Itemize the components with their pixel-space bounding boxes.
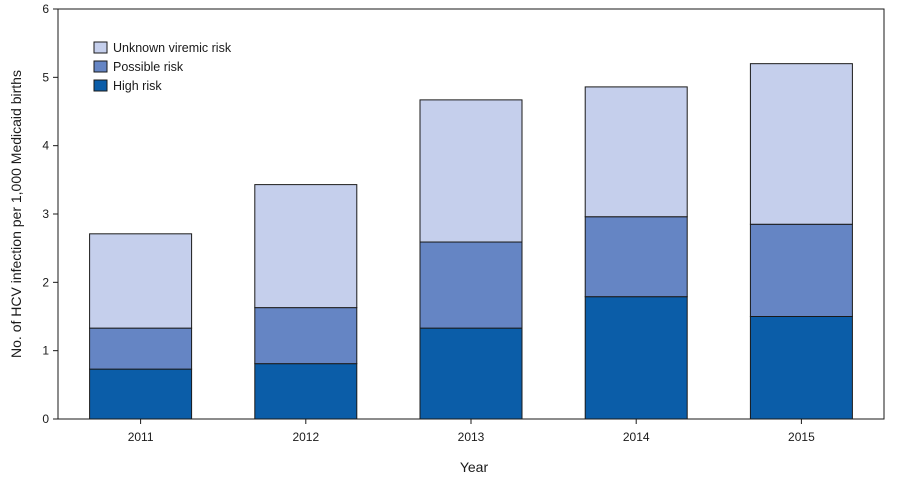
bar-segment-high-risk-2011: [89, 368, 193, 420]
legend-swatch-possible-risk: [93, 60, 108, 73]
x-tick-label-2015: 2015: [788, 430, 815, 444]
bar-segment-possible-risk-2014: [584, 216, 688, 298]
x-axis: 2011 2012 2013 2014 2015: [128, 419, 815, 444]
legend-swatch-high-risk: [93, 79, 108, 92]
bar-segment-unknown-viremic-risk-2013: [419, 99, 523, 243]
x-tick-label-2014: 2014: [623, 430, 650, 444]
bar-segment-possible-risk-2012: [254, 307, 358, 365]
bar-segment-possible-risk-2013: [419, 241, 523, 329]
y-tick-label: 5: [42, 70, 49, 84]
bar-segment-high-risk-2015: [749, 316, 853, 420]
legend-label-unknown-viremic-risk: Unknown viremic risk: [113, 41, 232, 55]
bar-segment-high-risk-2012: [254, 363, 358, 420]
legend: Unknown viremic risk Possible risk High ri…: [93, 41, 232, 93]
y-tick-label: 4: [42, 139, 49, 153]
y-axis-title: No. of HCV infection per 1,000 Medicaid …: [8, 70, 24, 358]
x-tick-label-2011: 2011: [128, 430, 154, 444]
y-tick-label: 1: [42, 344, 49, 358]
x-tick-label-2013: 2013: [458, 430, 485, 444]
bar-segment-high-risk-2013: [419, 327, 523, 420]
y-tick-label: 0: [42, 412, 49, 426]
bar-segment-unknown-viremic-risk-2012: [254, 184, 358, 309]
bar-segment-high-risk-2014: [584, 296, 688, 420]
legend-label-high-risk: High risk: [113, 79, 162, 93]
bar-segment-unknown-viremic-risk-2014: [584, 86, 688, 218]
legend-label-possible-risk: Possible risk: [113, 60, 184, 74]
bar-segment-unknown-viremic-risk-2015: [749, 63, 853, 225]
bar-segment-possible-risk-2011: [89, 327, 193, 370]
bar-segment-unknown-viremic-risk-2011: [89, 233, 193, 329]
bars-group: [89, 63, 853, 420]
bar-segment-possible-risk-2015: [749, 223, 853, 317]
x-axis-title: Year: [460, 459, 489, 475]
y-axis: 0 1 2 3 4 5 6: [42, 2, 58, 426]
legend-swatch-unknown-viremic-risk: [93, 41, 108, 54]
y-tick-label: 3: [42, 207, 49, 221]
y-tick-label: 2: [42, 275, 49, 289]
y-tick-label: 6: [42, 2, 49, 16]
x-tick-label-2012: 2012: [292, 430, 319, 444]
